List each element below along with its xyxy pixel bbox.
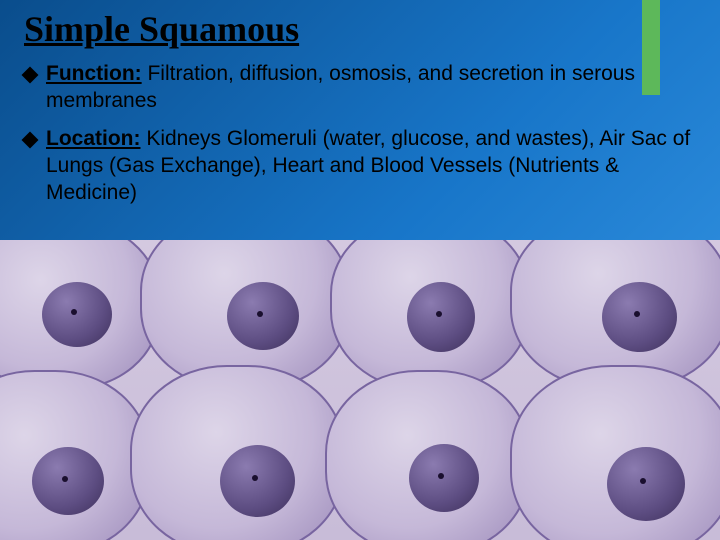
nucleus — [607, 447, 685, 521]
bullet-icon — [22, 67, 39, 84]
nucleolus — [252, 475, 258, 481]
bullet-text: Function: Filtration, diffusion, osmosis… — [46, 60, 696, 115]
micrograph-image — [0, 240, 720, 540]
nucleolus — [634, 311, 640, 317]
nucleolus — [640, 478, 646, 484]
nucleolus — [62, 476, 68, 482]
nucleus — [220, 445, 295, 517]
nucleolus — [71, 309, 77, 315]
cell — [330, 240, 530, 390]
bullet-function: Function: Filtration, diffusion, osmosis… — [24, 60, 696, 115]
nucleus — [409, 444, 479, 512]
bullet-text: Location: Kidneys Glomeruli (water, gluc… — [46, 125, 696, 207]
cell — [325, 370, 530, 540]
bullet-label: Location: — [46, 127, 141, 150]
accent-bar — [642, 0, 660, 95]
nucleus — [407, 282, 475, 352]
nucleus — [32, 447, 104, 515]
bullet-body: Kidneys Glomeruli (water, glucose, and w… — [46, 127, 690, 205]
cell — [130, 365, 345, 540]
slide-content: Simple Squamous Function: Filtration, di… — [0, 0, 720, 206]
slide-title: Simple Squamous — [24, 8, 696, 50]
nucleolus — [438, 473, 444, 479]
bullet-label: Function: — [46, 62, 142, 85]
bullet-location: Location: Kidneys Glomeruli (water, gluc… — [24, 125, 696, 207]
nucleolus — [257, 311, 263, 317]
nucleolus — [436, 311, 442, 317]
nucleus — [42, 282, 112, 347]
bullet-icon — [22, 131, 39, 148]
cell — [0, 240, 160, 390]
cell — [510, 365, 720, 540]
nucleus — [602, 282, 677, 352]
nucleus — [227, 282, 299, 350]
cell — [0, 370, 150, 540]
